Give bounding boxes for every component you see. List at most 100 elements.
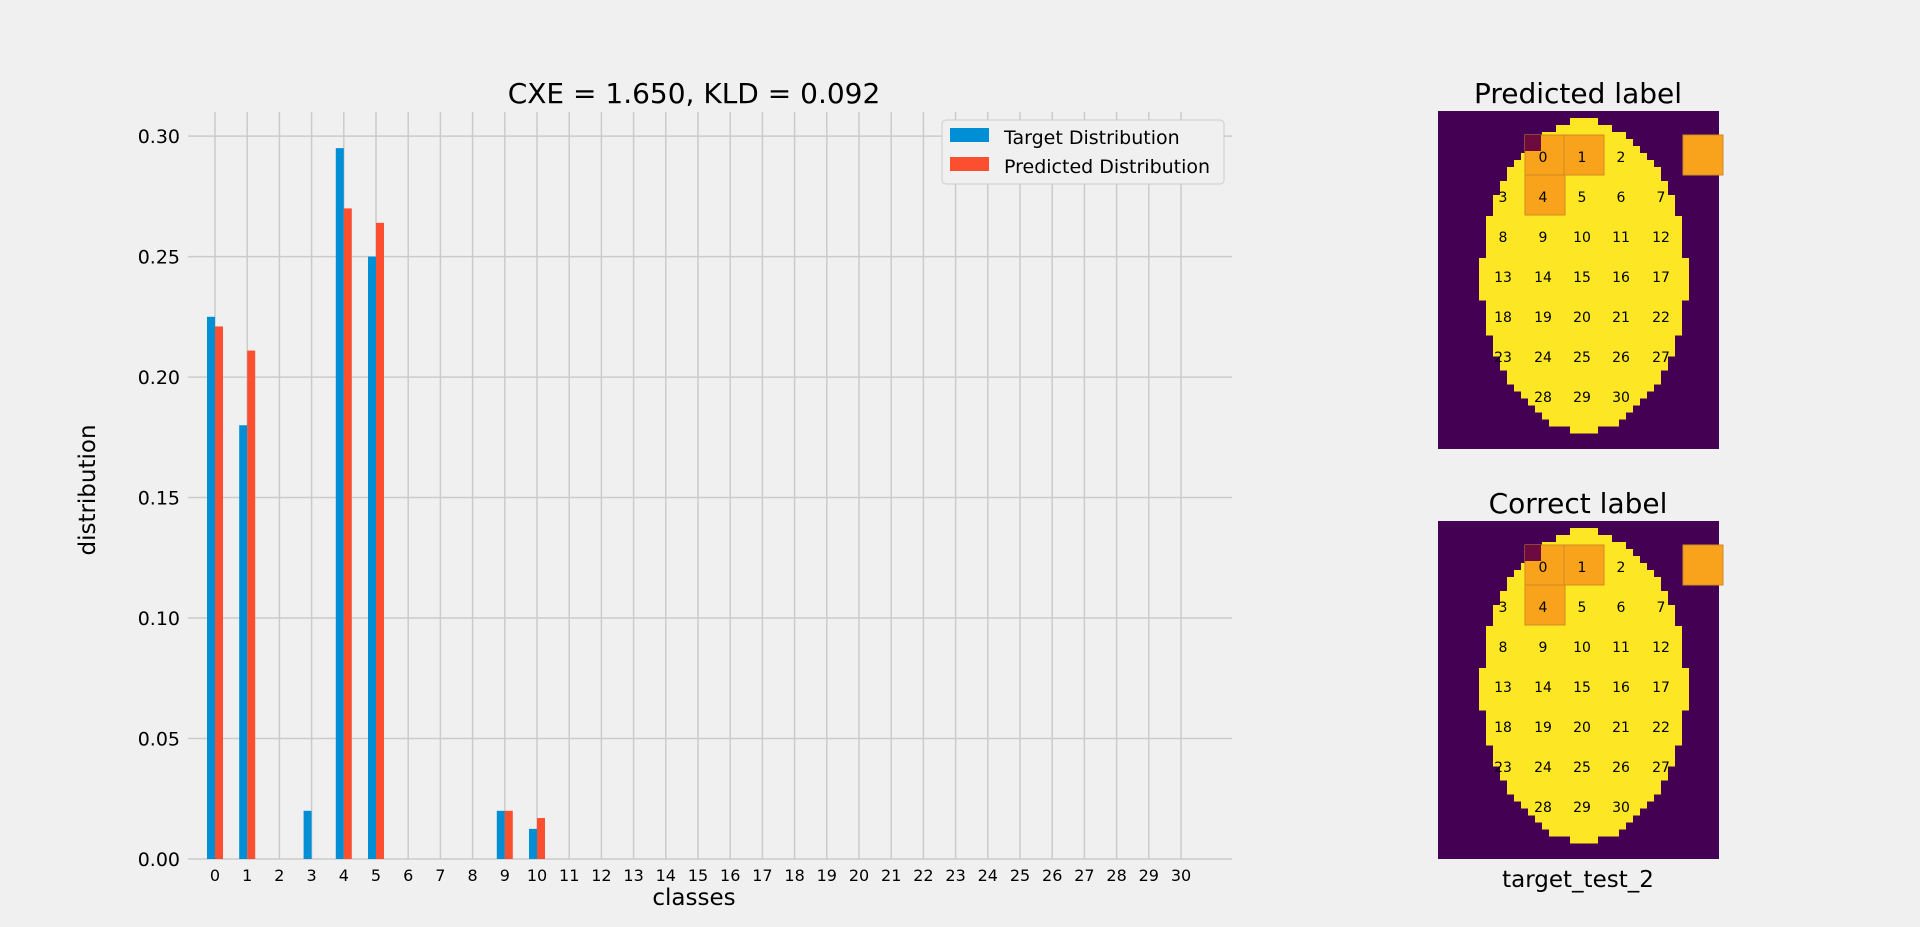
cell-label: 10 xyxy=(1573,640,1591,656)
mask-region-row xyxy=(1486,731,1682,739)
x-tick-label: 26 xyxy=(1042,866,1062,885)
x-tick-label: 0 xyxy=(210,866,220,885)
x-tick-label: 23 xyxy=(945,866,965,885)
bar-predicted xyxy=(215,326,223,859)
bars xyxy=(207,148,545,860)
mask-region-row xyxy=(1500,591,1668,599)
mask-region-row xyxy=(1549,829,1619,837)
cell-label: 8 xyxy=(1499,230,1508,246)
cell-label: 14 xyxy=(1534,680,1552,696)
cell-label: 18 xyxy=(1494,720,1512,736)
x-tick-label: 1 xyxy=(242,866,252,885)
y-tick-label: 0.10 xyxy=(138,608,180,630)
cell-label: 0 xyxy=(1539,560,1548,576)
mask-region-row xyxy=(1479,272,1689,280)
mask-region-row xyxy=(1521,391,1647,399)
x-tick-label: 22 xyxy=(913,866,933,885)
bar-target xyxy=(239,425,248,859)
cell-label: 27 xyxy=(1652,350,1670,366)
bar-predicted xyxy=(376,222,384,859)
legend: Target Distribution Predicted Distributi… xyxy=(941,119,1225,185)
highlighted-cell xyxy=(1563,544,1605,586)
cell-label: 23 xyxy=(1494,350,1512,366)
y-tick-label: 0.20 xyxy=(138,367,180,389)
mask-region-row xyxy=(1549,419,1619,427)
mask-region-row xyxy=(1479,696,1689,704)
y-tick-label: 0.05 xyxy=(138,729,180,751)
mask-region-row xyxy=(1486,321,1682,329)
legend-swatch-target xyxy=(950,128,989,142)
cell-label: 3 xyxy=(1499,600,1508,616)
x-tick-label: 20 xyxy=(849,866,869,885)
x-tick-label: 4 xyxy=(339,866,349,885)
cell-label: 7 xyxy=(1657,190,1666,206)
cell-label: 12 xyxy=(1652,230,1670,246)
cell-label: 7 xyxy=(1657,600,1666,616)
cell-label: 2 xyxy=(1617,150,1626,166)
mask-region-row xyxy=(1486,300,1682,308)
mask-region-row xyxy=(1528,808,1640,816)
mask-region-row xyxy=(1542,822,1626,830)
mask-region-row xyxy=(1486,223,1682,231)
mask-region-row xyxy=(1493,612,1675,620)
bar-target xyxy=(335,148,344,860)
x-tick-label: 6 xyxy=(403,866,413,885)
cell-label: 28 xyxy=(1534,800,1552,816)
y-tick-label: 0.30 xyxy=(138,126,180,148)
mask-region-row xyxy=(1493,619,1675,627)
mask-region-row xyxy=(1500,363,1668,371)
cell-label: 4 xyxy=(1539,600,1548,616)
cell-label: 29 xyxy=(1573,390,1591,406)
cell-label: 22 xyxy=(1652,720,1670,736)
cell-label: 30 xyxy=(1612,390,1630,406)
cell-label: 4 xyxy=(1539,190,1548,206)
mask-region-row xyxy=(1493,342,1675,350)
x-tick-labels: 0 1 2 3 4 5 6 7 8 9 10 11 12 13 14 15 16 17 18 19 20 21 22 23 24… xyxy=(210,866,1191,885)
x-tick-label: 5 xyxy=(371,866,381,885)
mask-region-row xyxy=(1493,349,1675,357)
mask-region-row xyxy=(1493,335,1675,343)
mask-region-row xyxy=(1486,230,1682,238)
cell-label: 20 xyxy=(1573,310,1591,326)
cell-label: 27 xyxy=(1652,760,1670,776)
x-tick-label: 30 xyxy=(1171,866,1191,885)
mask-region-row xyxy=(1500,773,1668,781)
predicted-label-title: Predicted label xyxy=(1474,77,1682,110)
mask-region-row xyxy=(1486,717,1682,725)
cell-label: 6 xyxy=(1617,600,1626,616)
mask-region-row xyxy=(1486,244,1682,252)
mask-region-row xyxy=(1493,759,1675,767)
cell-label: 8 xyxy=(1499,640,1508,656)
cell-label: 5 xyxy=(1578,600,1587,616)
mask-region-row xyxy=(1570,426,1598,434)
cell-label: 22 xyxy=(1652,310,1670,326)
cell-label: 3 xyxy=(1499,190,1508,206)
x-tick-label: 13 xyxy=(623,866,643,885)
y-tick-label: 0.00 xyxy=(138,849,180,871)
mask-region-row xyxy=(1493,202,1675,210)
mask-region-row xyxy=(1486,661,1682,669)
cell-label: 16 xyxy=(1612,270,1630,286)
cell-label: 14 xyxy=(1534,270,1552,286)
x-tick-label: 8 xyxy=(468,866,478,885)
x-tick-label: 2 xyxy=(274,866,284,885)
bar-target xyxy=(368,256,376,859)
mask-region-row xyxy=(1521,801,1647,809)
legend-label-target: Target Distribution xyxy=(1003,127,1180,149)
mask-region-row xyxy=(1535,815,1633,823)
legend-swatch-predicted xyxy=(950,157,989,171)
mask-region-row xyxy=(1493,605,1675,613)
mask-region-row xyxy=(1486,237,1682,245)
mask-region-row xyxy=(1486,654,1682,662)
mask-region-row xyxy=(1493,745,1675,753)
correct-label-caption: target_test_2 xyxy=(1502,867,1654,893)
mask-region-row xyxy=(1507,377,1661,385)
x-tick-label: 25 xyxy=(1010,866,1030,885)
mask-region-row xyxy=(1570,836,1598,844)
x-tick-label: 24 xyxy=(978,866,998,885)
mask-region-row xyxy=(1507,584,1661,592)
mask-region-row xyxy=(1500,188,1668,196)
